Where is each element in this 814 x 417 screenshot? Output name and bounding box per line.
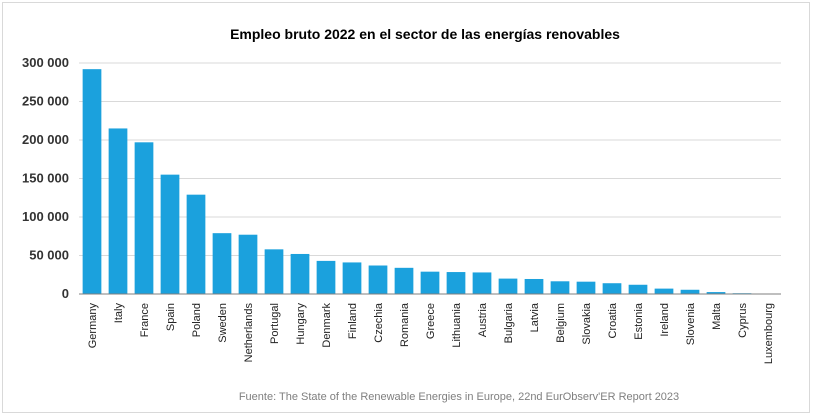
y-tick-label: 50 000 (29, 248, 69, 263)
bar-czechia (368, 265, 388, 294)
bar-hungary (290, 253, 310, 294)
bar-denmark (316, 260, 336, 294)
bar-bulgaria (498, 278, 518, 294)
y-tick-label: 0 (62, 286, 69, 301)
bar-chart: Empleo bruto 2022 en el sector de las en… (22, 26, 781, 403)
x-tick-label: Portugal (269, 303, 281, 344)
x-tick-label: Romania (399, 302, 411, 347)
x-tick-label: Greece (425, 303, 437, 339)
y-tick-label: 150 000 (22, 171, 69, 186)
bar-latvia (524, 278, 544, 294)
bar-slovakia (576, 281, 596, 294)
chart-frame: Empleo bruto 2022 en el sector de las en… (2, 2, 810, 413)
bar-slovenia (680, 289, 700, 294)
x-tick-label: Czechia (373, 302, 385, 343)
x-tick-label: France (139, 303, 151, 337)
bar-poland (186, 194, 206, 294)
x-tick-label: Austria (477, 302, 489, 337)
x-tick-label: Finland (347, 303, 359, 339)
x-tick-label: Cyprus (737, 303, 749, 338)
x-tick-label: Hungary (295, 303, 307, 345)
bars (82, 69, 778, 295)
x-tick-label: Sweden (217, 303, 229, 343)
x-tick-label: Estonia (633, 302, 645, 340)
chart-title: Empleo bruto 2022 en el sector de las en… (230, 26, 620, 42)
x-tick-label: Belgium (555, 303, 567, 343)
bar-france (134, 142, 154, 294)
gridlines (79, 62, 781, 256)
x-axis-ticks: Germany Italy France Spain Poland Sweden Nethe… (87, 302, 775, 364)
x-tick-label: Latvia (529, 302, 541, 332)
y-tick-label: 250 000 (22, 94, 69, 109)
x-tick-label: Spain (165, 303, 177, 331)
bar-germany (82, 69, 102, 294)
y-axis-ticks: 0 50 000 100 000 150 000 200 000 250 000 300 0… (22, 55, 69, 301)
x-tick-label: Slovakia (581, 302, 593, 344)
x-tick-label: Ireland (659, 303, 671, 337)
bar-lithuania (446, 272, 466, 294)
bar-austria (472, 272, 492, 294)
x-tick-label: Slovenia (685, 302, 697, 345)
bar-finland (342, 262, 362, 294)
x-tick-label: Germany (87, 303, 99, 349)
x-tick-label: Bulgaria (503, 302, 515, 343)
x-tick-label: Netherlands (243, 303, 255, 363)
bar-malta (706, 292, 726, 294)
x-tick-label: Denmark (321, 303, 333, 348)
y-tick-label: 100 000 (22, 209, 69, 224)
x-tick-label: Poland (191, 303, 203, 337)
bar-spain (160, 174, 180, 294)
bar-portugal (264, 249, 284, 294)
bar-belgium (550, 281, 570, 294)
bar-ireland (654, 288, 674, 294)
source-note: Fuente: The State of the Renewable Energ… (239, 391, 679, 403)
x-tick-label: Croatia (607, 302, 619, 338)
x-tick-label: Malta (711, 302, 723, 330)
bar-estonia (628, 284, 648, 294)
bar-croatia (602, 283, 622, 294)
y-tick-label: 200 000 (22, 132, 69, 147)
x-tick-label: Italy (113, 303, 125, 324)
y-tick-label: 300 000 (22, 55, 69, 70)
bar-romania (394, 267, 414, 294)
bar-greece (420, 271, 440, 294)
x-tick-label: Lithuania (451, 302, 463, 348)
bar-sweden (212, 233, 232, 294)
bar-netherlands (238, 234, 258, 294)
bar-italy (108, 128, 128, 294)
x-tick-label: Luxembourg (763, 303, 775, 364)
